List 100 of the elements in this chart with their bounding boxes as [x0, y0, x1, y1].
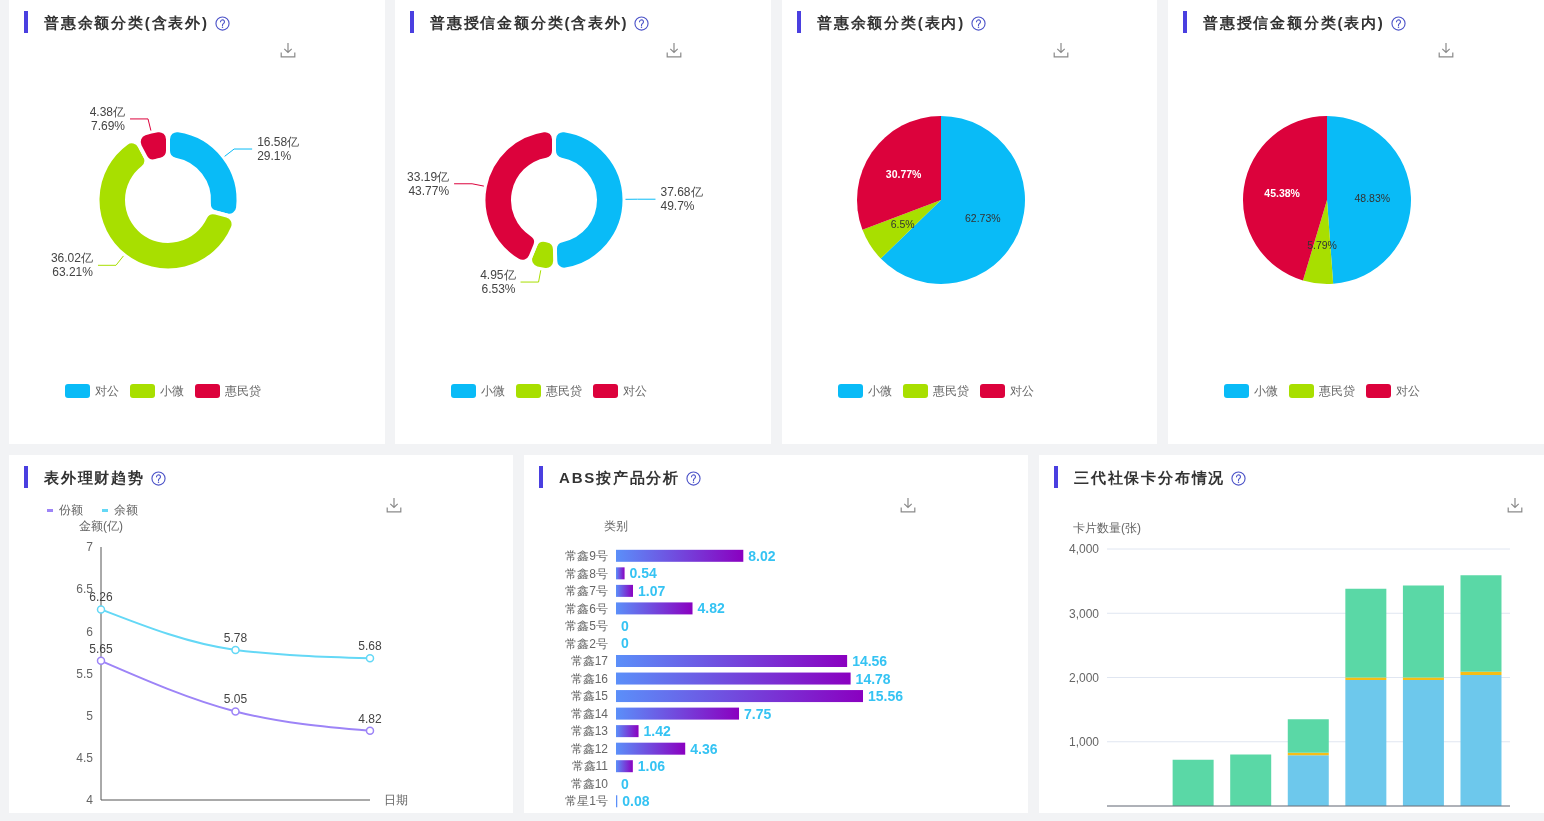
- point: [231, 645, 240, 655]
- y-tick-label: 常鑫15: [570, 689, 609, 704]
- y-tick-label: 4.5: [76, 751, 94, 766]
- data-label: 14.56: [852, 652, 888, 669]
- y-tick-label: 常鑫11: [571, 759, 609, 774]
- data-label: 4.82: [358, 711, 382, 726]
- data-label: 4.82: [697, 600, 725, 617]
- data-label: 0: [621, 617, 629, 634]
- bar: [616, 602, 693, 615]
- legend-label: 份额: [59, 503, 83, 517]
- y-tick-label: 常鑫12: [570, 741, 609, 756]
- data-label: 4.36: [690, 740, 718, 757]
- legend-label: 对公: [1010, 384, 1034, 398]
- legend-label: 余额: [114, 503, 138, 517]
- legend-label: 小微: [1254, 384, 1278, 398]
- y-axis-title: 类别: [604, 519, 628, 533]
- bar: [1402, 680, 1444, 806]
- y-tick-label: 6: [86, 624, 94, 639]
- data-label: 62.73%: [964, 211, 1001, 224]
- bar: [616, 707, 740, 720]
- legend-label: 惠民贷: [933, 384, 969, 398]
- data-label: 48.83%: [1354, 192, 1391, 205]
- bar: [1230, 754, 1272, 806]
- bar: [616, 725, 639, 738]
- data-label: 0.08: [622, 793, 650, 810]
- y-tick-label: 常鑫17: [570, 654, 609, 669]
- pie-slice: [857, 116, 941, 230]
- data-label: 5.68: [358, 639, 382, 654]
- bar: [1460, 575, 1502, 672]
- data-label: 5.05: [223, 692, 248, 707]
- data-label: 4.38亿 7.69%: [89, 104, 126, 133]
- data-label: 4.95亿 6.53%: [480, 268, 516, 297]
- data-label: 1.42: [643, 723, 671, 740]
- point: [365, 726, 375, 736]
- y-tick-label: 常鑫5号: [565, 619, 608, 634]
- data-label: 8.02: [748, 547, 776, 564]
- y-tick-label: 常鑫10: [570, 776, 609, 791]
- data-label: 5.65: [89, 641, 113, 656]
- data-label: 45.38%: [1264, 187, 1301, 200]
- data-label: 36.02亿 63.21%: [50, 251, 94, 280]
- y-axis-title: 卡片数量(张): [1073, 521, 1141, 535]
- data-label: 0.54: [629, 565, 658, 582]
- data-label: 15.56: [868, 688, 904, 705]
- bar: [616, 690, 863, 703]
- legend-label: 惠民贷: [1319, 384, 1355, 398]
- data-label: 0: [621, 775, 629, 792]
- bar: [1460, 674, 1502, 806]
- bar: [616, 655, 848, 668]
- y-tick-label: 常鑫7号: [565, 584, 608, 599]
- bar: [1287, 719, 1329, 753]
- legend-label: 小微: [160, 384, 184, 398]
- chart-title: 三代社保卡分布情况: [1074, 468, 1226, 488]
- y-axis-title: 金额(亿): [79, 519, 123, 533]
- y-tick-label: 3,000: [1068, 606, 1100, 621]
- data-label: 16.58亿 29.1%: [257, 135, 300, 164]
- chart-title: 普惠余额分类(表内): [817, 13, 965, 33]
- x-axis-title: 日期: [384, 793, 408, 807]
- y-tick-label: 常鑫14: [570, 706, 609, 721]
- bar: [1460, 671, 1502, 675]
- data-label: 6.5%: [890, 218, 915, 231]
- y-tick-label: 常鑫8号: [565, 566, 608, 581]
- y-tick-label: 常鑫2号: [565, 636, 608, 651]
- point: [365, 654, 375, 663]
- legend-label: 对公: [1396, 384, 1420, 398]
- chart-title: 普惠授信金额分类(表内): [1203, 13, 1385, 33]
- pie-slice: [862, 200, 941, 259]
- bar: [1345, 680, 1387, 806]
- bar: [616, 672, 851, 685]
- bar: [616, 742, 686, 755]
- data-label: 1.07: [637, 582, 666, 599]
- data-label: 37.68亿 49.7%: [660, 185, 703, 214]
- bar: [616, 567, 625, 580]
- data-label: 33.19亿 43.77%: [407, 169, 450, 198]
- legend-label: 对公: [95, 384, 119, 398]
- y-tick-label: 常鑫9号: [565, 549, 608, 564]
- y-tick-label: 1,000: [1068, 735, 1100, 750]
- y-tick-label: 4: [86, 793, 94, 808]
- chart-title: ABS按产品分析: [559, 468, 681, 488]
- data-label: 1.06: [637, 758, 666, 775]
- y-tick-label: 常鑫13: [570, 724, 609, 739]
- data-label: 0: [621, 635, 629, 652]
- bar: [1345, 588, 1387, 678]
- bar: [616, 760, 633, 773]
- y-tick-label: 5.5: [76, 666, 94, 681]
- y-tick-label: 2,000: [1068, 670, 1100, 685]
- y-tick-label: 4,000: [1068, 542, 1100, 557]
- legend-label: 惠民贷: [225, 384, 261, 398]
- bar: [1287, 755, 1329, 806]
- y-tick-label: 7: [86, 540, 94, 555]
- pie-slice: [880, 116, 1025, 284]
- data-label: 14.78: [855, 670, 891, 687]
- chart-title: 表外理财趋势: [44, 468, 145, 488]
- bar: [1402, 585, 1444, 678]
- chart-title: 普惠授信金额分类(含表外): [430, 13, 629, 33]
- bar: [616, 584, 633, 597]
- legend-label: 小微: [481, 384, 505, 398]
- data-label: 30.77%: [885, 168, 923, 181]
- data-label: 5.78: [223, 630, 248, 645]
- y-tick-label: 常鑫16: [570, 671, 609, 686]
- chart-title: 普惠余额分类(含表外): [44, 13, 209, 33]
